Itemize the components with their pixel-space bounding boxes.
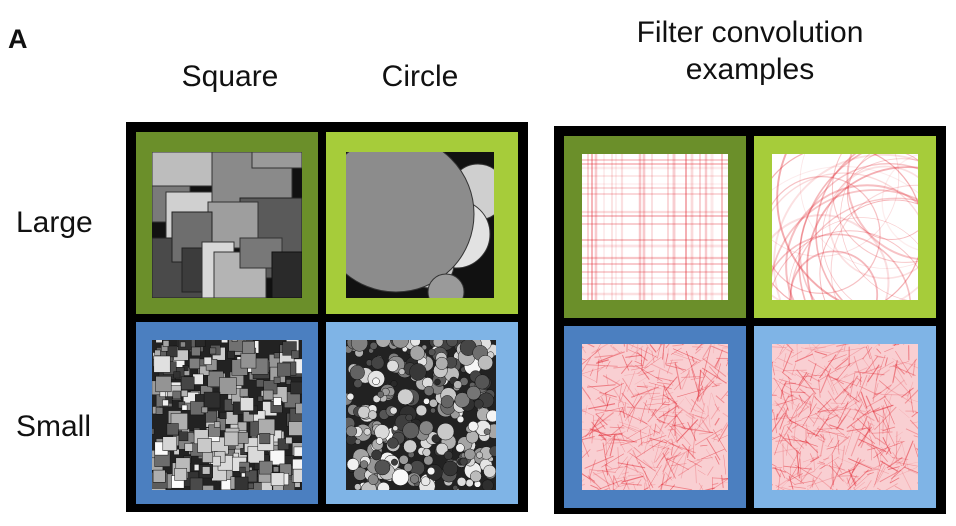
column-label-square: Square (181, 60, 279, 93)
filter-title: Filter convolution examples (585, 14, 915, 88)
panel-letter: A (8, 24, 28, 54)
small-circles-texture-icon (346, 340, 496, 490)
tile-filter-small-circle (754, 326, 936, 508)
tile-small-circle (326, 322, 518, 504)
tile-filter-large-circle (754, 136, 936, 318)
filter-title-line1: Filter convolution (636, 16, 864, 49)
tile-filter-small-square (564, 326, 746, 508)
row-label-small: Small (16, 410, 92, 443)
large-squares-texture-icon (152, 152, 302, 298)
tile-filter-large-square (564, 136, 746, 318)
large-circles-texture-icon (346, 152, 494, 298)
column-label-circle: Circle (381, 60, 459, 93)
red-noise-texture-icon (582, 344, 728, 490)
tile-small-square (136, 322, 318, 504)
tile-large-circle (326, 132, 518, 314)
row-label-large: Large (16, 206, 93, 239)
red-noise-texture-icon (772, 344, 918, 490)
red-grid-lines-texture-icon (582, 154, 728, 300)
small-squares-texture-icon (152, 340, 302, 490)
tile-large-square (136, 132, 318, 314)
filter-title-line2: examples (685, 53, 815, 86)
red-arcs-texture-icon (772, 154, 918, 300)
